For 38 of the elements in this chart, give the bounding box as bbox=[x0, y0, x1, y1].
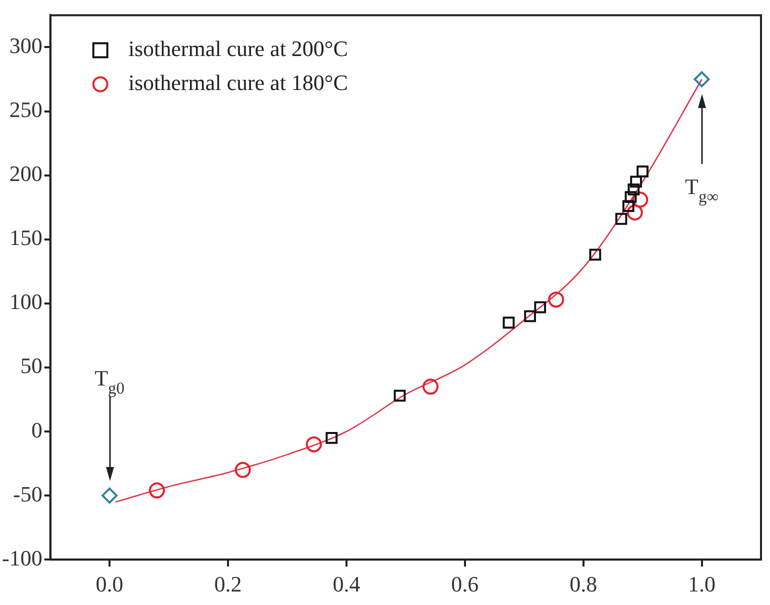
point bbox=[234, 462, 251, 478]
x-tick-label: 0.8 bbox=[570, 572, 598, 597]
x-tick-label: 0.2 bbox=[214, 572, 242, 597]
y-tick-label: 50 bbox=[20, 353, 42, 378]
point bbox=[548, 292, 564, 308]
point bbox=[632, 192, 648, 208]
point bbox=[622, 200, 634, 212]
x-tick-label: 0.0 bbox=[96, 572, 124, 597]
y-tick-label: 250 bbox=[9, 97, 42, 122]
y-tick-label: 0 bbox=[31, 417, 42, 442]
x-tick-label: 0.6 bbox=[451, 572, 479, 597]
point bbox=[615, 212, 628, 225]
point bbox=[148, 482, 165, 498]
legend-label: isothermal cure at 200°C bbox=[128, 36, 348, 61]
point bbox=[630, 176, 642, 188]
point bbox=[524, 310, 536, 322]
point bbox=[628, 183, 640, 196]
legend-label: isothermal cure at 180°C bbox=[128, 70, 348, 95]
x-tick-label: 0.4 bbox=[332, 572, 360, 597]
point bbox=[326, 432, 338, 444]
point bbox=[394, 390, 406, 402]
point bbox=[694, 71, 710, 88]
point bbox=[636, 166, 649, 178]
y-tick-label: 100 bbox=[9, 289, 42, 314]
point bbox=[589, 248, 602, 261]
point bbox=[102, 488, 118, 504]
point bbox=[626, 204, 643, 220]
point bbox=[306, 436, 322, 452]
y-tick-label: 150 bbox=[9, 225, 42, 250]
x-tick-label: 1.0 bbox=[688, 572, 716, 597]
point bbox=[502, 316, 515, 329]
y-tick-label: -100 bbox=[2, 545, 42, 570]
y-tick-label: 300 bbox=[9, 33, 42, 58]
point bbox=[624, 191, 637, 204]
y-tick-label: 200 bbox=[9, 161, 42, 186]
y-tick-label: -50 bbox=[13, 481, 42, 506]
point bbox=[534, 301, 546, 314]
point bbox=[422, 378, 439, 395]
